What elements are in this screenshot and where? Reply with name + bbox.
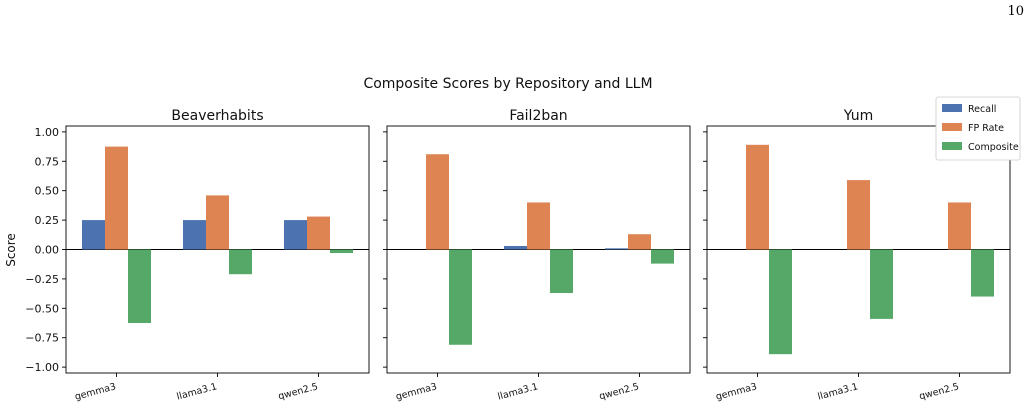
bar-composite-gemma3 (128, 249, 151, 324)
legend: Recall FP Rate Composite (935, 96, 1021, 161)
bar-fp-rate-llama3.1 (847, 180, 870, 250)
y-tick-label: 0.50 (35, 185, 60, 198)
x-tick-label: gemma3 (715, 381, 759, 403)
page-number: 10 (1007, 4, 1024, 19)
x-tick-label: gemma3 (74, 381, 118, 403)
y-tick-label: 0.00 (35, 244, 60, 257)
legend-swatch-composite (942, 142, 962, 150)
bar-recall-llama3.1 (183, 220, 206, 250)
panel-title: Beaverhabits (171, 108, 263, 124)
bar-fp-rate-gemma3 (105, 146, 128, 250)
bar-composite-gemma3 (769, 249, 792, 355)
y-tick-label: −0.25 (25, 273, 59, 286)
x-tick-label: qwen2.5 (918, 381, 960, 402)
panel-beaverhabits: 1.00 0.75 0.50 0.25 0.00 −0.25 −0.50 −0.75 −1.00… (25, 108, 370, 403)
bar-recall-qwen2.5 (284, 220, 307, 250)
bar-composite-qwen2.5 (971, 249, 994, 297)
legend-label: Recall (968, 104, 996, 115)
y-tick-label: −1.00 (25, 361, 59, 374)
legend-label: FP Rate (968, 123, 1004, 134)
x-tick-label: llama3.1 (817, 381, 860, 402)
bar-fp-rate-gemma3 (426, 154, 449, 250)
bar-fp-rate-gemma3 (746, 144, 769, 250)
bar-fp-rate-qwen2.5 (307, 216, 330, 250)
panel-yum: gemma3 llama3.1 qwen2.5 Yum (703, 108, 1011, 403)
x-tick-label: qwen2.5 (598, 381, 640, 402)
bar-fp-rate-llama3.1 (206, 195, 229, 250)
bar-composite-llama3.1 (550, 249, 573, 294)
bar-recall-gemma3 (82, 220, 105, 250)
bar-composite-qwen2.5 (330, 249, 353, 254)
y-tick-label: −0.75 (25, 332, 59, 345)
bar-recall-qwen2.5 (605, 248, 628, 250)
y-axis-label: Score (4, 233, 18, 267)
bar-recall-llama3.1 (504, 245, 527, 250)
bar-fp-rate-qwen2.5 (628, 234, 651, 250)
legend-swatch-fp-rate (942, 123, 962, 131)
figure-title: Composite Scores by Repository and LLM (363, 76, 652, 92)
bar-composite-llama3.1 (870, 249, 893, 319)
y-tick-label: −0.50 (25, 302, 59, 315)
bar-fp-rate-llama3.1 (527, 202, 550, 250)
bar-composite-llama3.1 (229, 249, 252, 275)
chart-panels: 1.00 0.75 0.50 0.25 0.00 −0.25 −0.50 −0.75 −1.00… (25, 108, 1011, 403)
x-tick-label: llama3.1 (497, 381, 540, 402)
bar-composite-gemma3 (449, 249, 472, 345)
x-tick-label: gemma3 (395, 381, 439, 403)
legend-label: Composite (968, 142, 1019, 153)
panel-title: Fail2ban (509, 108, 567, 124)
legend-swatch-recall (942, 104, 962, 112)
bar-fp-rate-qwen2.5 (948, 202, 971, 250)
y-tick-label: 1.00 (35, 126, 60, 139)
y-tick-label: 0.25 (35, 214, 60, 227)
x-tick-label: qwen2.5 (277, 381, 319, 402)
panel-fail2ban: gemma3 llama3.1 qwen2.5 Fail2ban (383, 108, 691, 403)
x-tick-label: llama3.1 (176, 381, 219, 402)
bar-composite-qwen2.5 (651, 249, 674, 264)
y-tick-label: 0.75 (35, 155, 60, 168)
panel-title: Yum (843, 108, 873, 124)
